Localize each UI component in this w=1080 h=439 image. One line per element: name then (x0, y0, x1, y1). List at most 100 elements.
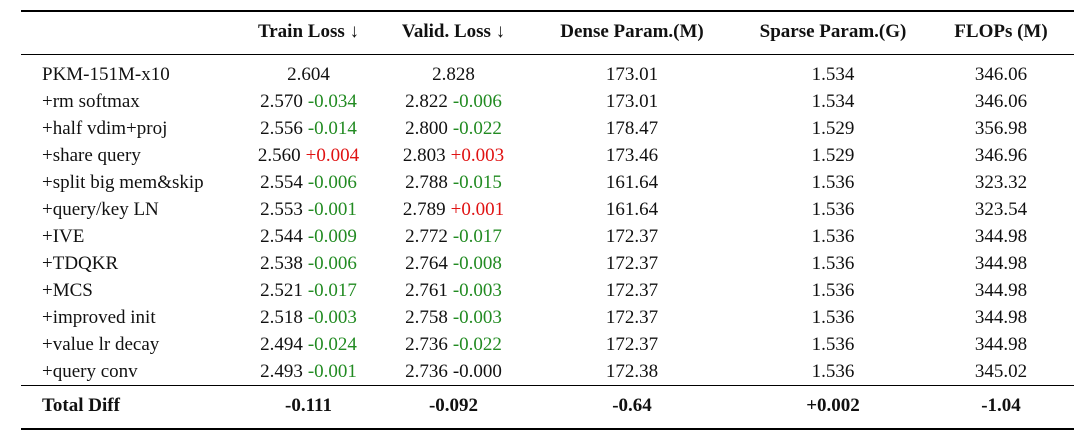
row-label: +share query (42, 144, 141, 166)
table-row: +MCS 2.521 -0.017 2.761 -0.003 172.37 1.53… (21, 277, 1074, 304)
train-loss-delta: -0.003 (307, 306, 357, 328)
row-label: +rm softmax (42, 90, 140, 112)
valid-loss-value: 2.788 (405, 171, 448, 193)
valid-loss-delta: -0.006 (452, 90, 502, 112)
train-loss-cell: 2.493 -0.001 (236, 358, 381, 386)
valid-loss-cell: 2.758 -0.003 (381, 304, 526, 331)
flops-cell: 323.32 (974, 171, 1028, 193)
total-dense-param-cell: -0.64 (526, 385, 738, 430)
row-label: +split big mem&skip (42, 171, 204, 193)
valid-loss-value: 2.736 (405, 360, 448, 382)
sparse-param-cell: 1.536 (811, 360, 855, 382)
sparse-param-cell: 1.536 (811, 171, 855, 193)
train-loss-delta: -0.006 (307, 252, 357, 274)
train-loss-delta: -0.017 (307, 279, 357, 301)
train-loss-value: 2.553 (260, 198, 303, 220)
dense-param-cell: 161.64 (605, 171, 659, 193)
train-loss-value: 2.494 (260, 333, 303, 355)
valid-loss-delta: +0.003 (450, 144, 505, 166)
table-row: +value lr decay 2.494 -0.024 2.736 -0.022 … (21, 331, 1074, 358)
train-loss-value: 2.560 (257, 144, 301, 166)
train-loss-value: 2.570 (260, 90, 303, 112)
dense-param-cell: 173.46 (605, 144, 659, 166)
column-header-valid-loss: Valid. Loss ↓ (381, 10, 526, 55)
table-row: PKM-151M-x10 2.604 2.828 173.01 1.534 34… (21, 55, 1074, 89)
table-row: +query conv 2.493 -0.001 2.736 -0.000 172.… (21, 358, 1074, 386)
table-footer: Total Diff -0.111 -0.092 -0.64 +0.002 -1… (21, 385, 1074, 430)
train-loss-cell: 2.554 -0.006 (236, 169, 381, 196)
sparse-param-cell: 1.536 (811, 252, 855, 274)
flops-cell: 323.54 (974, 198, 1028, 220)
train-loss-cell: 2.538 -0.006 (236, 250, 381, 277)
row-label: PKM-151M-x10 (42, 63, 170, 85)
valid-loss-delta: -0.015 (452, 171, 502, 193)
ablation-table: Train Loss ↓ Valid. Loss ↓ Dense Param.(… (21, 10, 1074, 430)
flops-cell: 344.98 (974, 333, 1028, 355)
row-label: +improved init (42, 306, 156, 328)
flops-cell: 346.06 (974, 63, 1028, 85)
valid-loss-value: 2.761 (405, 279, 448, 301)
train-loss-value: 2.538 (260, 252, 303, 274)
table-row: +share query 2.560 +0.004 2.803 +0.003 173… (21, 142, 1074, 169)
train-loss-delta: -0.014 (307, 117, 357, 139)
column-header-model (21, 10, 236, 55)
column-header-flops: FLOPs (M) (928, 10, 1074, 55)
train-loss-delta: -0.001 (307, 198, 357, 220)
valid-loss-cell: 2.761 -0.003 (381, 277, 526, 304)
sparse-param-cell: 1.534 (811, 90, 855, 112)
total-valid-loss-cell: -0.092 (381, 385, 526, 430)
column-header-train-loss: Train Loss ↓ (236, 10, 381, 55)
valid-loss-delta: +0.001 (450, 198, 505, 220)
valid-loss-cell: 2.772 -0.017 (381, 223, 526, 250)
total-train-loss-cell: -0.111 (236, 385, 381, 430)
train-loss-cell: 2.521 -0.017 (236, 277, 381, 304)
sparse-param-cell: 1.536 (811, 198, 855, 220)
train-loss-value: 2.544 (260, 225, 303, 247)
dense-param-cell: 178.47 (605, 117, 659, 139)
sparse-param-cell: 1.536 (811, 306, 855, 328)
table-row: +half vdim+proj 2.556 -0.014 2.800 -0.022 … (21, 115, 1074, 142)
sparse-param-cell: 1.536 (811, 279, 855, 301)
sparse-param-cell: 1.529 (811, 117, 855, 139)
row-label: +query conv (42, 360, 138, 382)
table-row: +query/key LN 2.553 -0.001 2.789 +0.001 16… (21, 196, 1074, 223)
train-loss-delta: -0.009 (307, 225, 357, 247)
valid-loss-cell: 2.822 -0.006 (381, 88, 526, 115)
flops-cell: 346.06 (974, 90, 1028, 112)
valid-loss-delta: -0.022 (452, 117, 502, 139)
valid-loss-cell: 2.803 +0.003 (381, 142, 526, 169)
train-loss-delta: -0.034 (307, 90, 357, 112)
flops-cell: 344.98 (974, 252, 1028, 274)
valid-loss-cell: 2.764 -0.008 (381, 250, 526, 277)
valid-loss-delta: -0.000 (452, 360, 502, 382)
table-row: +IVE 2.544 -0.009 2.772 -0.017 172.37 1.53… (21, 223, 1074, 250)
valid-loss-value: 2.800 (405, 117, 448, 139)
valid-loss-value: 2.789 (402, 198, 446, 220)
valid-loss-cell: 2.800 -0.022 (381, 115, 526, 142)
sparse-param-cell: 1.536 (811, 333, 855, 355)
valid-loss-delta: -0.017 (452, 225, 502, 247)
dense-param-cell: 172.37 (605, 279, 659, 301)
train-loss-delta: -0.024 (307, 333, 357, 355)
train-loss-value: 2.521 (260, 279, 303, 301)
valid-loss-cell: 2.788 -0.015 (381, 169, 526, 196)
flops-cell: 346.96 (974, 144, 1028, 166)
train-loss-cell: 2.570 -0.034 (236, 88, 381, 115)
valid-loss-value: 2.736 (405, 333, 448, 355)
sparse-param-cell: 1.536 (811, 225, 855, 247)
dense-param-cell: 173.01 (605, 90, 659, 112)
table-header: Train Loss ↓ Valid. Loss ↓ Dense Param.(… (21, 10, 1074, 55)
train-loss-cell: 2.560 +0.004 (236, 142, 381, 169)
valid-loss-cell: 2.828 (381, 55, 526, 89)
row-label: +MCS (42, 279, 93, 301)
train-loss-value: 2.554 (260, 171, 303, 193)
dense-param-cell: 172.37 (605, 252, 659, 274)
column-header-dense-param: Dense Param.(M) (526, 10, 738, 55)
row-label: +value lr decay (42, 333, 160, 355)
dense-param-cell: 161.64 (605, 198, 659, 220)
table-row: +improved init 2.518 -0.003 2.758 -0.003 1… (21, 304, 1074, 331)
valid-loss-value: 2.822 (405, 90, 448, 112)
dense-param-cell: 172.37 (605, 306, 659, 328)
train-loss-cell: 2.544 -0.009 (236, 223, 381, 250)
column-header-sparse-param: Sparse Param.(G) (738, 10, 928, 55)
